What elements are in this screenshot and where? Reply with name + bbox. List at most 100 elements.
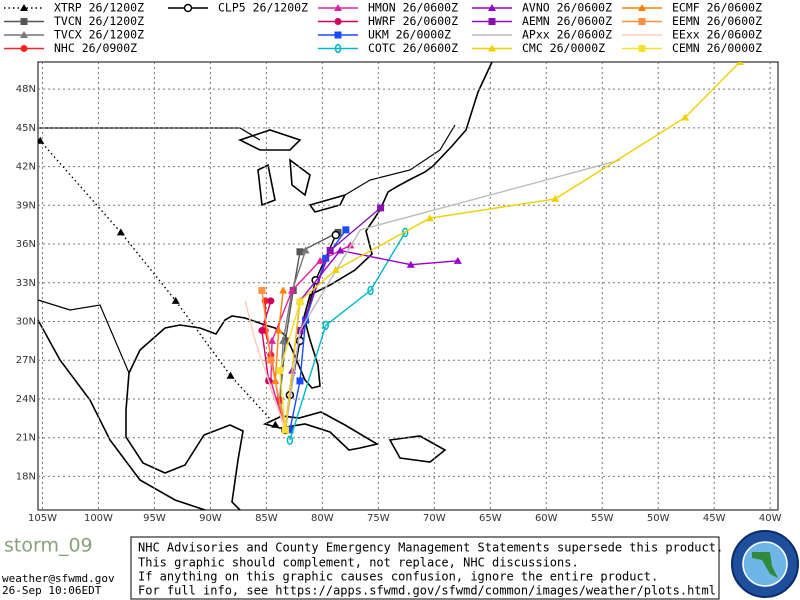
x-tick-label: 40W xyxy=(759,513,782,524)
track-point xyxy=(331,230,341,240)
y-tick-label: 45N xyxy=(16,123,36,134)
track-point xyxy=(342,226,350,234)
track-point xyxy=(171,296,180,304)
legend-swatch-marker xyxy=(20,45,28,52)
track-point xyxy=(267,297,275,305)
track-line xyxy=(244,300,287,431)
track-point xyxy=(377,204,385,212)
legend-swatch-marker xyxy=(488,18,496,25)
track-point xyxy=(271,420,280,428)
legend-label: UKM 26/0000Z xyxy=(368,28,451,42)
track-point xyxy=(274,326,283,334)
legend-swatch-marker xyxy=(20,4,28,11)
x-tick-label: 60W xyxy=(535,513,558,524)
track-point xyxy=(226,371,235,379)
legend-label: XTRP 26/1200Z xyxy=(54,1,144,15)
y-tick-label: 30N xyxy=(16,317,36,328)
track-point xyxy=(296,377,304,385)
track-point xyxy=(322,254,330,262)
legend-label: TVCN 26/1200Z xyxy=(54,14,144,28)
footer: storm_09 weather@sfwmd.gov 26-Sep 10:06E… xyxy=(2,530,799,600)
legend-label: AVNO 26/0600Z xyxy=(522,1,612,15)
track-line xyxy=(284,159,621,431)
legend-label: AEMN 26/0600Z xyxy=(522,14,612,28)
track-point xyxy=(735,62,744,65)
y-tick-label: 36N xyxy=(16,239,36,250)
track-point xyxy=(296,298,304,306)
x-tick-label: 85W xyxy=(255,513,278,524)
logo-text: storm_09 xyxy=(4,535,93,557)
track-point xyxy=(281,426,289,434)
us-mexico-border xyxy=(37,299,130,374)
track-point xyxy=(286,426,294,434)
legend-label: EEMN 26/0600Z xyxy=(672,14,762,28)
legend-label: APxx 26/0600Z xyxy=(522,28,612,42)
y-tick-label: 39N xyxy=(16,200,36,211)
legend-label: CEMN 26/0000Z xyxy=(672,41,762,55)
notice-line: NHC Advisories and County Emergency Mana… xyxy=(138,541,723,555)
y-tick-label: 42N xyxy=(16,162,36,173)
x-tick-label: 100W xyxy=(84,513,113,524)
track-point xyxy=(425,214,434,222)
y-tick-label: 48N xyxy=(16,84,36,95)
legend-label: NHC 26/0900Z xyxy=(54,41,137,55)
x-tick-label: 105W xyxy=(28,513,57,524)
track-point xyxy=(116,228,125,236)
legend-label: HWRF 26/0600Z xyxy=(368,14,458,28)
x-tick-label: 45W xyxy=(703,513,726,524)
legend-label: ECMF 26/0600Z xyxy=(672,1,762,15)
legend-label: TVCX 26/1200Z xyxy=(54,28,144,42)
hispaniola xyxy=(388,435,447,463)
x-tick-label: 75W xyxy=(367,513,390,524)
track-point xyxy=(336,246,345,254)
y-tick-label: 27N xyxy=(16,355,36,366)
legend-label: HMON 26/0600Z xyxy=(368,1,458,15)
legend-label: EExx 26/0600Z xyxy=(672,28,762,42)
cuba xyxy=(262,411,380,451)
track-point xyxy=(326,246,334,254)
track-point xyxy=(331,265,340,273)
map-frame xyxy=(37,61,779,511)
track-point xyxy=(406,260,415,268)
track-point xyxy=(267,336,276,344)
legend-label: CLP5 26/1200Z xyxy=(218,1,308,15)
track-point xyxy=(288,286,297,294)
legend-swatch-marker xyxy=(334,4,342,11)
legend-swatch-marker xyxy=(638,45,646,52)
great-lakes xyxy=(237,129,347,213)
track-point xyxy=(258,287,266,295)
track-point xyxy=(296,248,304,256)
notice-line: For full info, see https://apps.sfwmd.go… xyxy=(138,584,716,598)
track-point xyxy=(286,435,294,446)
track-point xyxy=(322,320,329,331)
legend-swatch-marker xyxy=(183,3,193,13)
x-tick-label: 65W xyxy=(479,513,502,524)
x-tick-label: 70W xyxy=(423,513,446,524)
track-point xyxy=(681,113,690,121)
track-point xyxy=(258,327,266,335)
notice-line: This graphic should complement, not repl… xyxy=(138,556,579,570)
track-line xyxy=(289,232,406,441)
track-point xyxy=(367,285,374,296)
track-point xyxy=(551,194,560,202)
track-point xyxy=(279,286,288,294)
tracks xyxy=(38,62,744,446)
track-point xyxy=(38,136,45,144)
legend-swatch-marker xyxy=(334,43,342,54)
notice-line: If anything on this graphic causes confu… xyxy=(138,570,658,584)
track-point xyxy=(267,356,275,364)
legend-swatch-marker xyxy=(20,31,28,38)
track-point xyxy=(279,336,288,344)
track-point xyxy=(453,256,462,264)
email: weather@sfwmd.gov xyxy=(2,572,115,585)
y-tick-label: 18N xyxy=(16,471,36,482)
seal-florida xyxy=(752,552,778,578)
legend-label: COTC 26/0600Z xyxy=(368,41,458,55)
grid: 105W 100W 95W 90W 85W 80W 75W 70W 65W 60W 55W 50W 45… xyxy=(16,62,782,524)
y-tick-label: 33N xyxy=(16,278,36,289)
x-tick-label: 50W xyxy=(647,513,670,524)
